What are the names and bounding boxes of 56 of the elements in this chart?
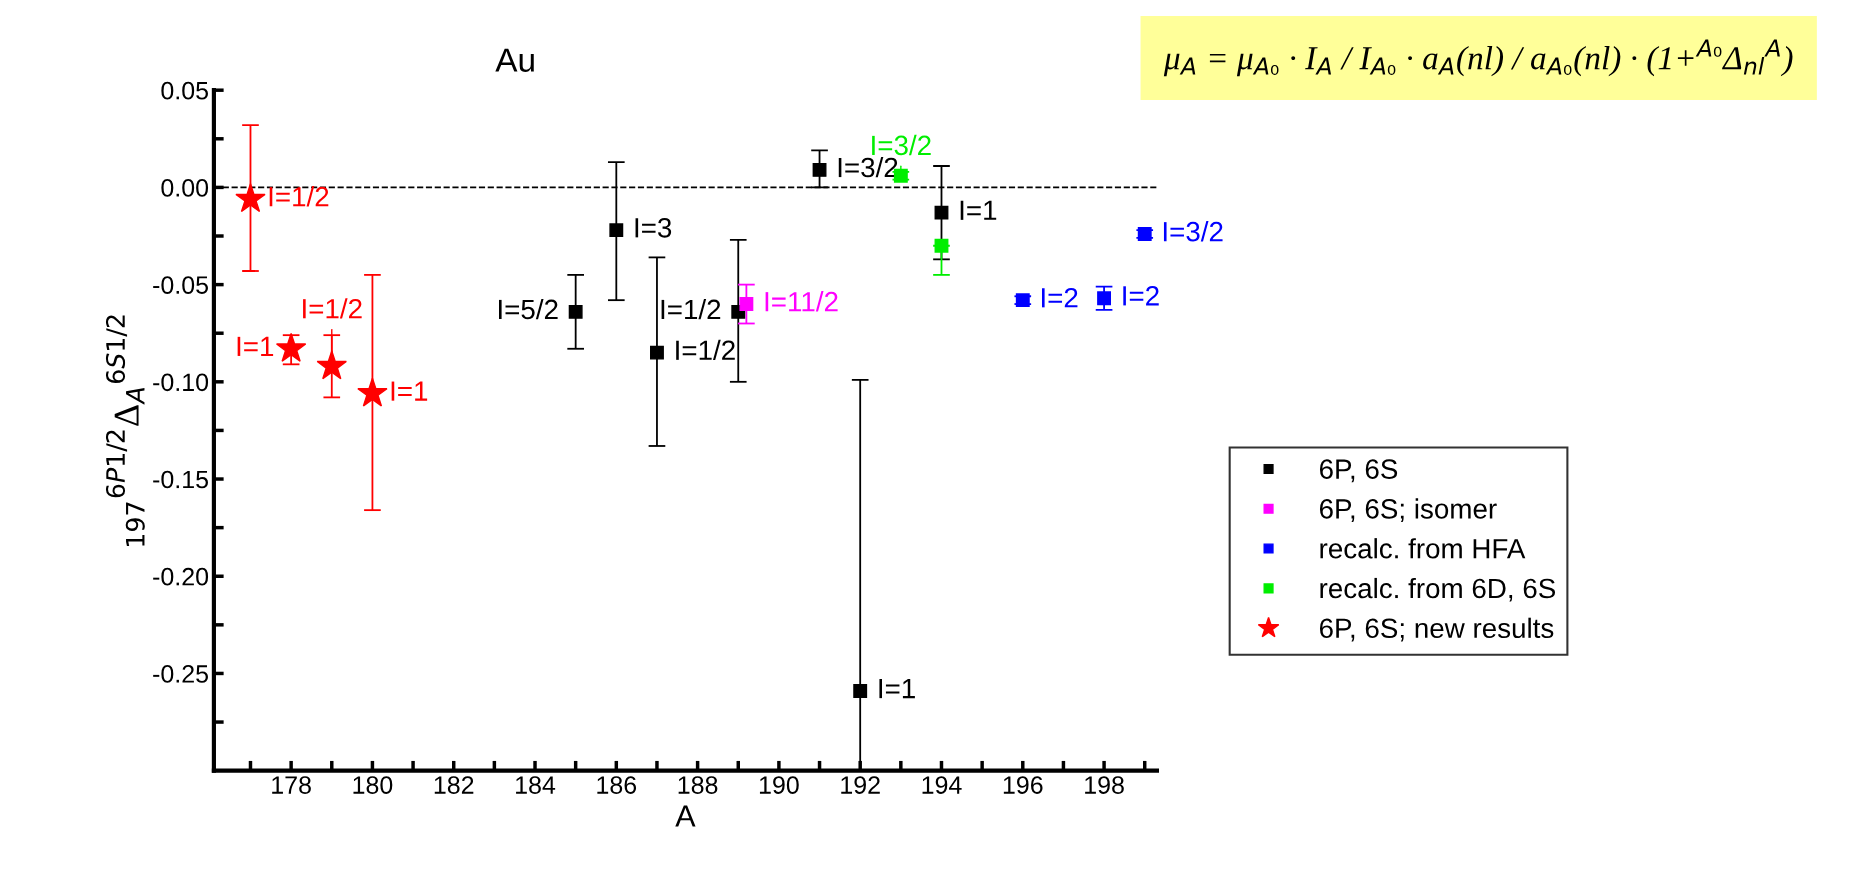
annotation: I=3 bbox=[635, 217, 672, 238]
legend-label: 6P, 6S bbox=[1319, 459, 1398, 483]
annotation: I=1/2 bbox=[269, 186, 329, 207]
annotation: I=3/2 bbox=[838, 156, 898, 178]
legend-label: 6P, 6S; isomer bbox=[1319, 498, 1497, 523]
y-tick-label: 0.05 bbox=[161, 81, 208, 100]
x-tick-label: 186 bbox=[597, 776, 637, 794]
y-tick-label: -0.15 bbox=[153, 470, 208, 489]
x-tick-label: 188 bbox=[678, 776, 718, 794]
x-axis-title: A bbox=[675, 805, 696, 827]
annotation: I=2 bbox=[1123, 286, 1159, 306]
annotation: I=3/2 bbox=[872, 134, 931, 156]
x-tick-label: 180 bbox=[353, 776, 393, 794]
annotation: I=1 bbox=[391, 381, 428, 401]
point bbox=[853, 684, 868, 698]
point bbox=[235, 183, 266, 213]
point bbox=[934, 238, 949, 253]
y-tick-label: -0.05 bbox=[153, 276, 208, 294]
legend-label: 6P, 6S; new results bbox=[1319, 617, 1554, 642]
x-tick-label: 196 bbox=[1003, 776, 1043, 794]
x-tick-label: 192 bbox=[841, 776, 880, 794]
x-tick-label: 182 bbox=[434, 776, 474, 794]
annotation: I=1/2 bbox=[661, 298, 721, 320]
annotation: I=1 bbox=[960, 200, 997, 220]
point bbox=[275, 332, 307, 362]
point bbox=[1097, 291, 1112, 306]
y-tick-label: -0.20 bbox=[153, 567, 209, 586]
legend-label: recalc. from 6D, 6S bbox=[1320, 577, 1556, 602]
text: μ$_{A}$ = μ$_{A₀}$ · I$_{A}$ / I$_{A₀}$ · a$_{A}$(nl) / a$_{A₀}$(nl) · (1+$^{A₀}$Δ$_{nl}$$^{A}$) bbox=[1163, 39, 1793, 77]
point bbox=[316, 350, 348, 380]
annotation: I=3/2 bbox=[1163, 221, 1223, 242]
x-tick-label: 190 bbox=[759, 776, 799, 794]
annotation: I=5/2 bbox=[499, 298, 558, 320]
annotation: I=1 bbox=[237, 336, 274, 356]
y-axis-title: $_{197}$$^{6P1/2}$Δ$_{A}$$^{6S1/2}$ bbox=[105, 315, 145, 546]
x-tick-label: 184 bbox=[516, 776, 556, 794]
legend-label: recalc. from HFA bbox=[1320, 538, 1526, 559]
x-tick-label: 178 bbox=[272, 776, 311, 794]
chart-title: Au bbox=[495, 48, 534, 72]
x-tick-label: 194 bbox=[922, 776, 962, 794]
point bbox=[357, 377, 388, 407]
point bbox=[609, 223, 624, 238]
y-tick-label: -0.25 bbox=[153, 665, 208, 683]
point bbox=[739, 297, 754, 311]
point bbox=[812, 162, 827, 177]
annotation: I=1/2 bbox=[676, 339, 735, 361]
y-tick-label: -0.10 bbox=[153, 373, 209, 392]
point bbox=[650, 345, 664, 360]
annotation: I=2 bbox=[1042, 287, 1078, 308]
annotation: I=1 bbox=[879, 679, 915, 699]
y-tick-label: 0.00 bbox=[161, 179, 209, 197]
point bbox=[934, 205, 949, 220]
x-tick-label: 198 bbox=[1085, 776, 1124, 794]
annotation: I=11/2 bbox=[765, 291, 838, 312]
point bbox=[568, 304, 583, 319]
annotation: I=1/2 bbox=[303, 298, 362, 319]
